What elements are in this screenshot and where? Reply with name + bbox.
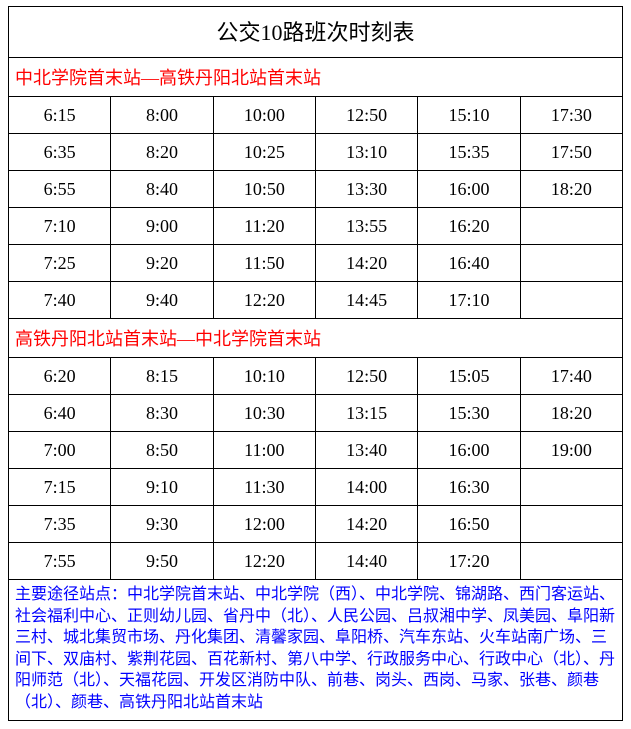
- time-cell: 13:30: [315, 171, 417, 208]
- time-cell: 13:10: [315, 134, 417, 171]
- time-cell: 6:15: [9, 97, 111, 134]
- time-cell: 10:00: [213, 97, 315, 134]
- time-cell: 18:20: [520, 171, 622, 208]
- timetable: 公交10路班次时刻表 中北学院首末站—高铁丹阳北站首末站 6:158:0010:…: [8, 6, 623, 721]
- table-row: 7:559:5012:2014:4017:20: [9, 543, 623, 580]
- table-row: 7:409:4012:2014:4517:10: [9, 282, 623, 319]
- time-cell: 17:20: [418, 543, 520, 580]
- table-row: 6:158:0010:0012:5015:1017:30: [9, 97, 623, 134]
- time-cell: 16:00: [418, 171, 520, 208]
- time-cell: 17:40: [520, 358, 622, 395]
- table-row: 7:359:3012:0014:2016:50: [9, 506, 623, 543]
- time-cell: 16:40: [418, 245, 520, 282]
- time-cell: 14:20: [315, 506, 417, 543]
- time-cell: 12:00: [213, 506, 315, 543]
- time-cell: 17:10: [418, 282, 520, 319]
- table-row: 7:008:5011:0013:4016:0019:00: [9, 432, 623, 469]
- time-cell: 8:15: [111, 358, 213, 395]
- direction2-label: 高铁丹阳北站首末站—中北学院首末站: [9, 319, 623, 358]
- title-row: 公交10路班次时刻表: [9, 7, 623, 58]
- table-row: 6:558:4010:5013:3016:0018:20: [9, 171, 623, 208]
- time-cell: 7:10: [9, 208, 111, 245]
- time-cell: 8:00: [111, 97, 213, 134]
- time-cell: 19:00: [520, 432, 622, 469]
- direction2-body: 6:208:1510:1012:5015:0517:406:408:3010:3…: [9, 358, 623, 580]
- time-cell: 7:40: [9, 282, 111, 319]
- time-cell: [520, 543, 622, 580]
- time-cell: 8:40: [111, 171, 213, 208]
- table-row: 7:109:0011:2013:5516:20: [9, 208, 623, 245]
- time-cell: 9:50: [111, 543, 213, 580]
- direction2-row: 高铁丹阳北站首末站—中北学院首末站: [9, 319, 623, 358]
- time-cell: 6:35: [9, 134, 111, 171]
- time-cell: [520, 282, 622, 319]
- time-cell: 9:20: [111, 245, 213, 282]
- time-cell: 7:55: [9, 543, 111, 580]
- table-row: 6:358:2010:2513:1015:3517:50: [9, 134, 623, 171]
- time-cell: [520, 208, 622, 245]
- time-cell: 12:20: [213, 543, 315, 580]
- time-cell: 7:00: [9, 432, 111, 469]
- time-cell: 9:00: [111, 208, 213, 245]
- table-title: 公交10路班次时刻表: [9, 7, 623, 58]
- time-cell: [520, 506, 622, 543]
- time-cell: 15:35: [418, 134, 520, 171]
- time-cell: [520, 245, 622, 282]
- table-row: 6:408:3010:3013:1515:3018:20: [9, 395, 623, 432]
- table-row: 7:159:1011:3014:0016:30: [9, 469, 623, 506]
- time-cell: 11:00: [213, 432, 315, 469]
- time-cell: 11:30: [213, 469, 315, 506]
- time-cell: 10:25: [213, 134, 315, 171]
- time-cell: 18:20: [520, 395, 622, 432]
- time-cell: 8:50: [111, 432, 213, 469]
- time-cell: 14:00: [315, 469, 417, 506]
- time-cell: 12:20: [213, 282, 315, 319]
- time-cell: 6:40: [9, 395, 111, 432]
- time-cell: 10:50: [213, 171, 315, 208]
- time-cell: 9:10: [111, 469, 213, 506]
- time-cell: 9:30: [111, 506, 213, 543]
- time-cell: 13:40: [315, 432, 417, 469]
- table-row: 6:208:1510:1012:5015:0517:40: [9, 358, 623, 395]
- direction1-row: 中北学院首末站—高铁丹阳北站首末站: [9, 58, 623, 97]
- time-cell: 8:30: [111, 395, 213, 432]
- time-cell: 7:25: [9, 245, 111, 282]
- time-cell: 12:50: [315, 97, 417, 134]
- stops-text: 主要途径站点：中北学院首末站、中北学院（西）、中北学院、锦湖路、西门客运站、社会…: [9, 580, 623, 721]
- time-cell: 6:20: [9, 358, 111, 395]
- stops-row: 主要途径站点：中北学院首末站、中北学院（西）、中北学院、锦湖路、西门客运站、社会…: [9, 580, 623, 721]
- time-cell: 9:40: [111, 282, 213, 319]
- time-cell: 14:40: [315, 543, 417, 580]
- direction1-label: 中北学院首末站—高铁丹阳北站首末站: [9, 58, 623, 97]
- time-cell: 16:20: [418, 208, 520, 245]
- time-cell: 7:35: [9, 506, 111, 543]
- time-cell: 16:30: [418, 469, 520, 506]
- time-cell: 7:15: [9, 469, 111, 506]
- time-cell: 6:55: [9, 171, 111, 208]
- time-cell: 12:50: [315, 358, 417, 395]
- time-cell: 14:20: [315, 245, 417, 282]
- time-cell: 13:55: [315, 208, 417, 245]
- time-cell: 10:10: [213, 358, 315, 395]
- time-cell: 17:50: [520, 134, 622, 171]
- timetable-wrapper: 公交10路班次时刻表 中北学院首末站—高铁丹阳北站首末站 6:158:0010:…: [0, 0, 631, 729]
- time-cell: 15:05: [418, 358, 520, 395]
- time-cell: 14:45: [315, 282, 417, 319]
- time-cell: 17:30: [520, 97, 622, 134]
- time-cell: 15:10: [418, 97, 520, 134]
- time-cell: 13:15: [315, 395, 417, 432]
- time-cell: 16:50: [418, 506, 520, 543]
- time-cell: 11:20: [213, 208, 315, 245]
- time-cell: 11:50: [213, 245, 315, 282]
- direction1-body: 6:158:0010:0012:5015:1017:306:358:2010:2…: [9, 97, 623, 319]
- time-cell: 16:00: [418, 432, 520, 469]
- time-cell: 10:30: [213, 395, 315, 432]
- time-cell: [520, 469, 622, 506]
- time-cell: 15:30: [418, 395, 520, 432]
- table-row: 7:259:2011:5014:2016:40: [9, 245, 623, 282]
- time-cell: 8:20: [111, 134, 213, 171]
